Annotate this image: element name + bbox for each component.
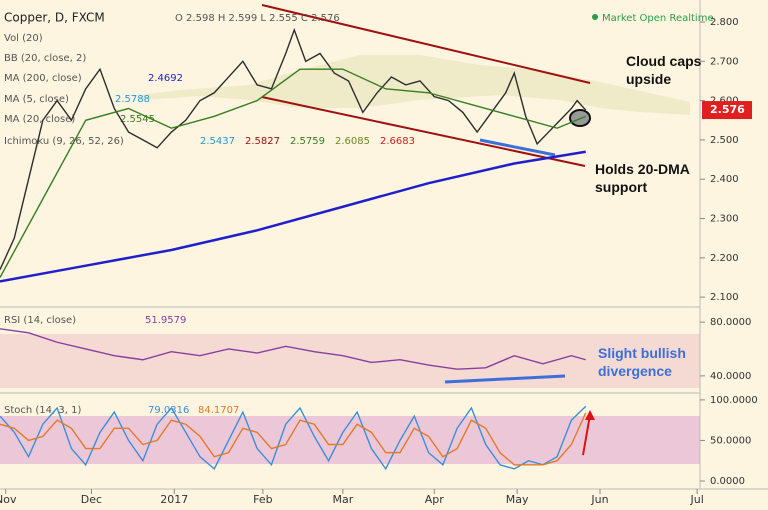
panel-value: 51.9579 [145, 315, 186, 326]
channel-lower [261, 96, 586, 167]
divergence-line [444, 374, 566, 384]
indicator-value: 2.5545 [120, 114, 155, 125]
indicator-label: MA (20, close) [4, 114, 75, 125]
series-line [0, 150, 586, 283]
x-tick-label: Apr [425, 493, 445, 506]
x-tick-label: Mar [332, 493, 353, 506]
ohlc: O 2.598 H 2.599 L 2.555 C 2.576 [175, 13, 340, 24]
y-tick-label: 2.500 [710, 135, 739, 146]
indicator-value: 2.5827 [245, 136, 280, 147]
channel-upper [261, 4, 591, 84]
annotation: Slight bullish divergence [598, 345, 686, 379]
last-price-box [702, 101, 752, 120]
y-tick-label: 2.100 [710, 292, 739, 303]
x-tick-label: Jul [690, 493, 704, 506]
panel-title: RSI (14, close) [4, 315, 76, 326]
indicator-value: 2.6085 [335, 136, 370, 147]
support-line [479, 138, 556, 157]
y-tick-label: 2.300 [710, 214, 739, 225]
arrow [582, 414, 591, 456]
indicator-value: 2.5759 [290, 136, 325, 147]
y-tick-label: 50.0000 [710, 435, 751, 446]
indicator-value: 2.5788 [115, 94, 150, 105]
indicator-label: BB (20, close, 2) [4, 53, 86, 64]
series-line [0, 405, 587, 471]
status-dot [592, 14, 598, 20]
y-tick-label: 100.0000 [710, 395, 758, 406]
x-tick-label: Dec [81, 493, 102, 506]
y-tick-label: 0.0000 [710, 476, 745, 487]
panel-title: Stoch (14, 3, 1) [4, 405, 81, 416]
last-price-label: 2.576 [710, 103, 745, 116]
panel-value: 84.1707 [198, 405, 239, 416]
rsi-band [0, 334, 700, 388]
series-line [0, 328, 586, 370]
y-tick-label: 80.0000 [710, 317, 751, 328]
x-tick-label: Jun [590, 493, 608, 506]
y-tick-label: 2.700 [710, 56, 739, 67]
y-tick-label: 2.400 [710, 174, 739, 185]
indicator-label: Ichimoku (9, 26, 52, 26) [4, 136, 124, 147]
indicator-value: 2.4692 [148, 73, 183, 84]
indicator-label: MA (200, close) [4, 73, 82, 84]
series-line [0, 68, 586, 278]
title: Copper, D, FXCM [4, 11, 105, 25]
x-tick-label: 2017 [160, 493, 188, 506]
stoch-band [0, 416, 700, 464]
arrow-head [585, 410, 595, 420]
x-tick-label: Nov [0, 493, 17, 506]
indicator-value: 2.5437 [200, 136, 235, 147]
annotation: Holds 20-DMA support [595, 161, 690, 195]
indicator-value: 2.6683 [380, 136, 415, 147]
status: Market Open Realtime [602, 13, 714, 24]
y-tick-label: 2.200 [710, 253, 739, 264]
x-tick-label: Feb [253, 493, 272, 506]
y-tick-label: 2.800 [710, 17, 739, 28]
x-tick-label: May [506, 493, 529, 506]
series-line [0, 412, 587, 466]
y-tick-label: 40.0000 [710, 371, 751, 382]
annotation: Cloud caps upside [626, 53, 702, 87]
indicator-label: MA (5, close) [4, 94, 69, 105]
series-line [0, 27, 587, 270]
indicator-label: Vol (20) [4, 33, 43, 44]
